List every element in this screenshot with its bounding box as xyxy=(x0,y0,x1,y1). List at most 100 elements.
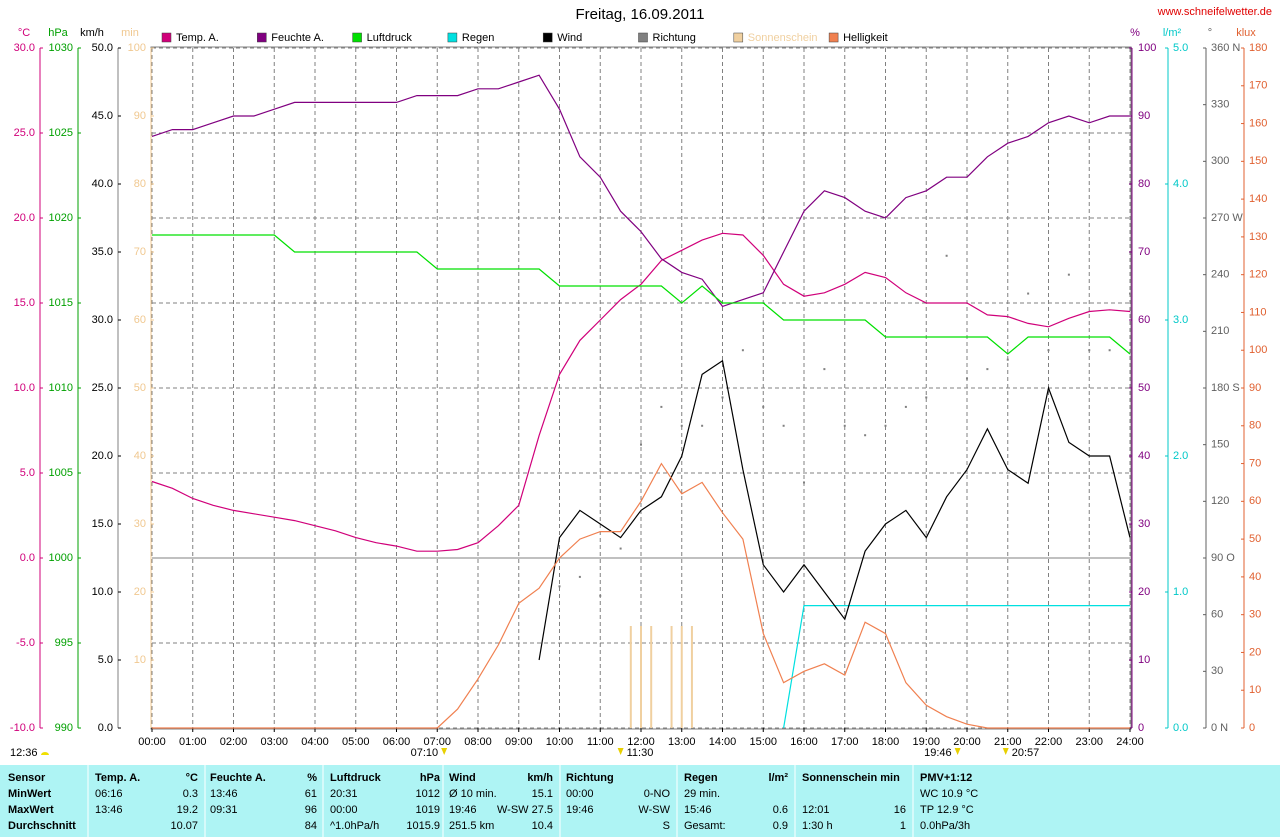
direction-dot xyxy=(823,368,826,371)
table-background xyxy=(0,765,1280,837)
series-line xyxy=(152,234,1131,355)
direction-dot xyxy=(660,405,663,408)
table-cell: °C xyxy=(186,772,198,784)
y-tick-label: 10 xyxy=(134,654,146,666)
y-tick-label: 0.0 xyxy=(20,552,35,564)
y-tick-label: 5.0 xyxy=(1173,42,1188,54)
x-tick-label: 19:00 xyxy=(912,736,940,748)
table-cell: ^1.0hPa/h xyxy=(330,820,379,832)
y-tick-label: 50 xyxy=(134,382,146,394)
direction-dot xyxy=(578,575,581,578)
y-tick-label: 5.0 xyxy=(98,654,113,666)
table-cell: Temp. A. xyxy=(95,772,140,784)
table-cell: Regen xyxy=(684,772,718,784)
y-tick-label: 160 xyxy=(1249,117,1267,129)
y-tick-label: 80 xyxy=(134,178,146,190)
y-tick-label: 4.0 xyxy=(1173,178,1188,190)
y-tick-label: 90 xyxy=(1249,382,1261,394)
y-tick-label: 30.0 xyxy=(92,314,113,326)
x-tick-label: 04:00 xyxy=(301,736,329,748)
y-tick-label: 0.0 xyxy=(98,722,113,734)
y-tick-label: -10.0 xyxy=(10,722,35,734)
table-cell: 20:31 xyxy=(330,788,358,800)
y-tick-label: 15.0 xyxy=(14,297,35,309)
y-tick-label: 80 xyxy=(1138,178,1150,190)
direction-dot xyxy=(1088,349,1091,352)
direction-dot xyxy=(884,424,887,427)
legend-swatch xyxy=(161,32,172,43)
y-tick-label: 10 xyxy=(1138,654,1150,666)
y-tick-label: 20 xyxy=(134,586,146,598)
legend-label: Wind xyxy=(557,32,582,44)
table-cell: 0.9 xyxy=(773,820,788,832)
y-tick-label: 3.0 xyxy=(1173,314,1188,326)
x-tick-label: 13:00 xyxy=(668,736,696,748)
y-tick-label: 50 xyxy=(1138,382,1150,394)
direction-dot xyxy=(558,585,561,588)
y-tick-label: 40.0 xyxy=(92,178,113,190)
table-cell: 96 xyxy=(305,804,317,816)
table-cell: 84 xyxy=(305,820,317,832)
direction-dot xyxy=(803,481,805,484)
annotation-marker xyxy=(441,748,448,755)
direction-dot xyxy=(741,349,744,352)
legend-swatch xyxy=(447,32,458,43)
y-tick-label: 120 xyxy=(1211,495,1229,507)
annotation-marker xyxy=(954,748,961,755)
direction-dot xyxy=(640,443,642,446)
y-tick-label: 150 xyxy=(1211,439,1229,451)
table-cell: km/h xyxy=(527,772,553,784)
annotation-label: 07:10 xyxy=(411,747,439,759)
table-cell: 0.3 xyxy=(183,788,198,800)
table-cell: Gesamt: xyxy=(684,820,726,832)
axis-title: % xyxy=(1130,27,1140,39)
table-cell: 19:46 xyxy=(566,804,594,816)
table-cell: 10.4 xyxy=(532,820,553,832)
legend-label: Sonnenschein xyxy=(748,32,818,44)
legend-swatch xyxy=(352,32,362,43)
table-cell: 1015.9 xyxy=(406,820,440,832)
table-row-label: MinWert xyxy=(8,788,52,800)
y-tick-label: 1030 xyxy=(49,42,73,54)
x-tick-label: 21:00 xyxy=(994,736,1022,748)
direction-dot xyxy=(1129,292,1131,295)
y-tick-label: 20 xyxy=(1138,586,1150,598)
y-tick-label: 40 xyxy=(1249,571,1261,583)
y-tick-label: 1.0 xyxy=(1173,586,1188,598)
table-row-label: Durchschnitt xyxy=(8,820,76,832)
y-tick-label: 180 xyxy=(1249,42,1267,54)
y-tick-label: 10 xyxy=(1249,684,1261,696)
x-tick-label: 08:00 xyxy=(464,736,492,748)
y-tick-label: 90 xyxy=(1138,110,1150,122)
table-cell: 00:00 xyxy=(566,788,594,800)
y-tick-label: 1020 xyxy=(49,212,73,224)
y-tick-label: 60 xyxy=(1211,609,1223,621)
y-tick-label: 1010 xyxy=(49,382,73,394)
y-tick-label: 170 xyxy=(1249,80,1267,92)
y-tick-label: 50 xyxy=(1249,533,1261,545)
y-tick-label: 100 xyxy=(128,42,146,54)
direction-dot xyxy=(1108,349,1111,352)
direction-dot xyxy=(986,368,989,371)
y-tick-label: 120 xyxy=(1249,269,1267,281)
y-tick-label: 240 xyxy=(1211,269,1229,281)
legend-label: Helligkeit xyxy=(843,32,888,44)
legend-swatch xyxy=(638,32,648,43)
x-tick-label: 05:00 xyxy=(342,736,370,748)
y-tick-label: 330 xyxy=(1211,99,1229,111)
table-cell: 09:31 xyxy=(210,804,238,816)
direction-dot xyxy=(701,424,704,427)
table-cell: PMV+1:12 xyxy=(920,772,972,784)
chart-title: Freitag, 16.09.2011 xyxy=(576,6,705,23)
table-cell: 13:46 xyxy=(210,788,238,800)
table-cell: Feuchte A. xyxy=(210,772,266,784)
table-cell: 61 xyxy=(305,788,317,800)
table-cell: 19:46 xyxy=(449,804,477,816)
direction-dot xyxy=(680,424,683,427)
table-cell: 0-NO xyxy=(644,788,671,800)
x-tick-label: 12:00 xyxy=(627,736,655,748)
table-cell: Sonnenschein min xyxy=(802,772,900,784)
x-tick-label: 17:00 xyxy=(831,736,859,748)
table-cell: 29 min. xyxy=(684,788,720,800)
